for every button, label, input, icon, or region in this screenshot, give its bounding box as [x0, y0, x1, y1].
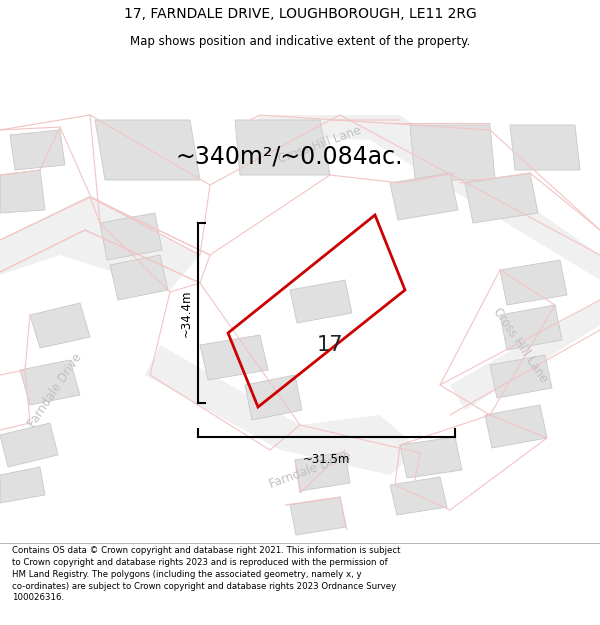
- Text: 17, FARNDALE DRIVE, LOUGHBOROUGH, LE11 2RG: 17, FARNDALE DRIVE, LOUGHBOROUGH, LE11 2…: [124, 7, 476, 21]
- Polygon shape: [95, 120, 200, 180]
- Polygon shape: [145, 345, 420, 475]
- Polygon shape: [100, 213, 162, 260]
- Polygon shape: [245, 375, 302, 420]
- Polygon shape: [235, 120, 330, 175]
- Text: Contains OS data © Crown copyright and database right 2021. This information is : Contains OS data © Crown copyright and d…: [12, 546, 401, 602]
- Text: ~31.5m: ~31.5m: [303, 453, 350, 466]
- Polygon shape: [485, 405, 547, 448]
- Text: ~340m²/~0.084ac.: ~340m²/~0.084ac.: [175, 145, 403, 169]
- Polygon shape: [500, 305, 562, 350]
- Text: Map shows position and indicative extent of the property.: Map shows position and indicative extent…: [130, 35, 470, 48]
- Text: Cross Hill Lane: Cross Hill Lane: [490, 305, 550, 385]
- Polygon shape: [0, 467, 45, 503]
- Text: Farndale Drive: Farndale Drive: [26, 351, 85, 429]
- Polygon shape: [0, 170, 45, 213]
- Polygon shape: [245, 115, 600, 280]
- Polygon shape: [200, 335, 268, 380]
- Text: ~34.4m: ~34.4m: [180, 289, 193, 337]
- Polygon shape: [390, 477, 447, 515]
- Text: 17: 17: [317, 335, 343, 355]
- Polygon shape: [290, 497, 346, 535]
- Polygon shape: [0, 423, 58, 467]
- Polygon shape: [500, 260, 567, 305]
- Polygon shape: [400, 437, 462, 478]
- Polygon shape: [465, 173, 538, 223]
- Polygon shape: [295, 452, 350, 491]
- Polygon shape: [290, 280, 352, 323]
- Polygon shape: [30, 303, 90, 348]
- Text: Cross Hill Lane: Cross Hill Lane: [277, 124, 363, 166]
- Polygon shape: [0, 195, 200, 290]
- Text: Farndale Drive: Farndale Drive: [268, 449, 353, 491]
- Polygon shape: [450, 300, 600, 410]
- Polygon shape: [490, 355, 552, 398]
- Polygon shape: [110, 255, 168, 300]
- Polygon shape: [410, 125, 495, 180]
- Polygon shape: [10, 130, 65, 170]
- Polygon shape: [510, 125, 580, 170]
- Polygon shape: [390, 173, 458, 220]
- Polygon shape: [20, 360, 80, 405]
